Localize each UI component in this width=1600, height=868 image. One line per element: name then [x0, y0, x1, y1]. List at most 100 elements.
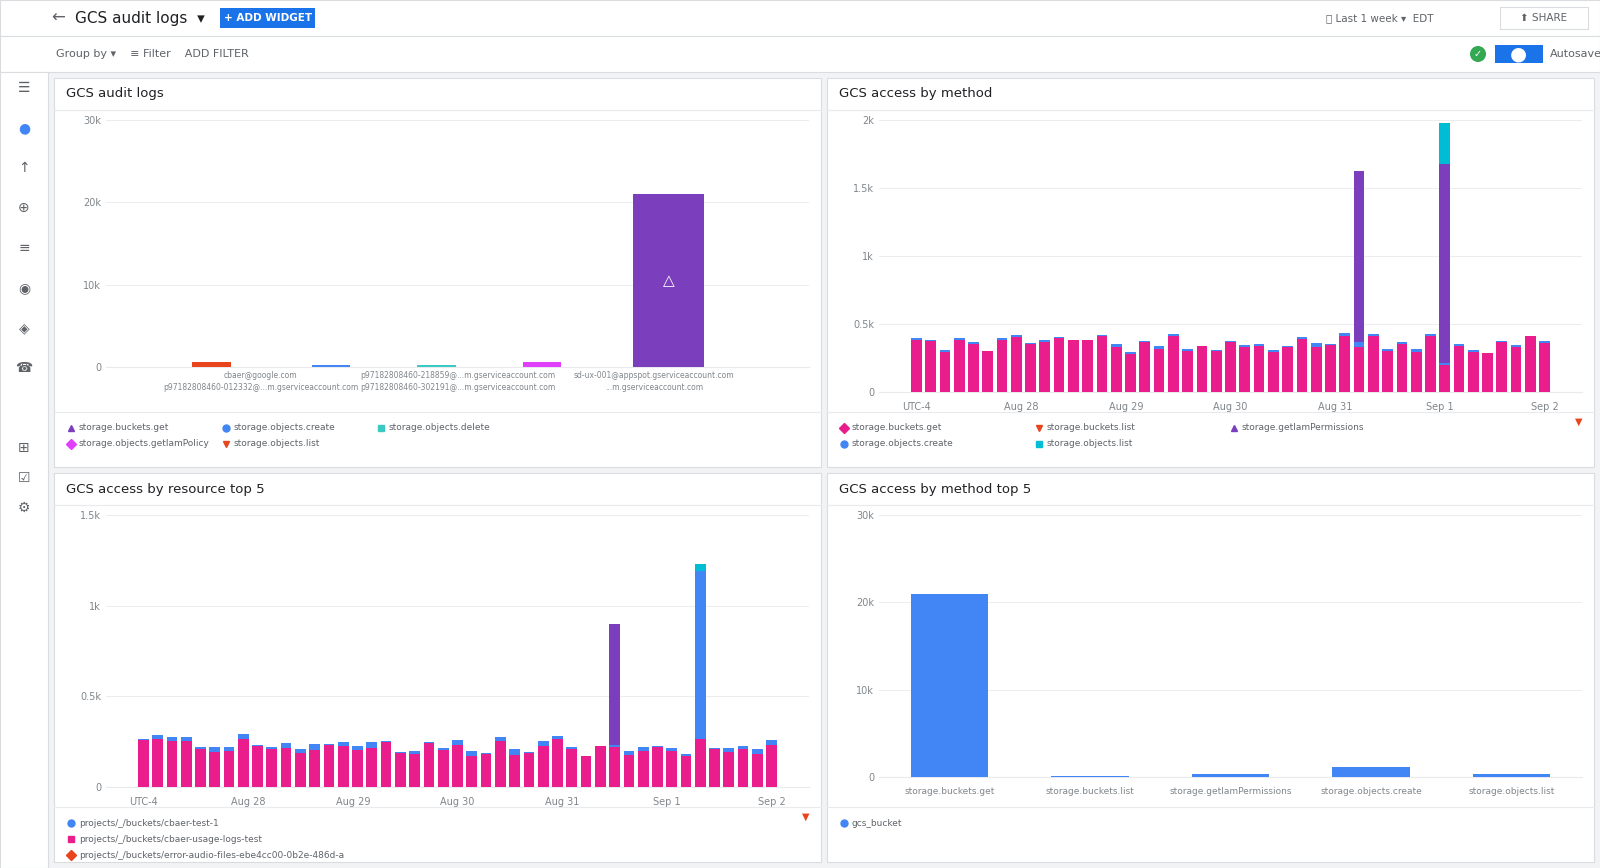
- Bar: [1440, 122, 1450, 163]
- Bar: [1496, 341, 1507, 342]
- Bar: [552, 739, 563, 787]
- Text: ▼: ▼: [1574, 417, 1582, 427]
- Text: ≡: ≡: [18, 241, 30, 255]
- Bar: [1154, 345, 1165, 349]
- Bar: [595, 746, 606, 787]
- Bar: [54, 473, 821, 862]
- Bar: [1382, 352, 1394, 392]
- Bar: [1382, 349, 1394, 352]
- Bar: [610, 747, 619, 787]
- Bar: [1339, 336, 1350, 392]
- Text: storage.objects.list: storage.objects.list: [1046, 439, 1133, 449]
- Bar: [723, 752, 734, 787]
- Bar: [566, 746, 578, 749]
- Bar: [552, 736, 563, 739]
- Text: 🕐 Last 1 week ▾  EDT: 🕐 Last 1 week ▾ EDT: [1326, 13, 1434, 23]
- Bar: [939, 352, 950, 392]
- Bar: [1040, 342, 1050, 392]
- Bar: [982, 352, 994, 392]
- Bar: [738, 749, 749, 787]
- Text: ▼: ▼: [802, 812, 810, 822]
- Text: ☎: ☎: [16, 361, 32, 375]
- Text: ⊞: ⊞: [18, 441, 30, 455]
- Bar: [352, 750, 363, 787]
- Bar: [1440, 364, 1450, 365]
- Bar: [694, 564, 706, 571]
- Text: p97182808460-218859@...m.gserviceaccount.com
p97182808460-302191@...m.gserviceac: p97182808460-218859@...m.gserviceaccount…: [360, 371, 555, 391]
- Text: GCS access by resource top 5: GCS access by resource top 5: [66, 483, 264, 496]
- Bar: [1240, 345, 1250, 347]
- Bar: [152, 739, 163, 787]
- Bar: [653, 746, 662, 747]
- Bar: [910, 594, 989, 777]
- Bar: [181, 741, 192, 787]
- Bar: [1454, 344, 1464, 345]
- Bar: [1211, 351, 1221, 392]
- Text: GCS access by method top 5: GCS access by method top 5: [838, 483, 1032, 496]
- Bar: [323, 746, 334, 787]
- Bar: [666, 751, 677, 787]
- Bar: [467, 756, 477, 787]
- Bar: [1296, 338, 1307, 339]
- Bar: [267, 749, 277, 787]
- Text: storage.buckets.list: storage.buckets.list: [1046, 424, 1136, 432]
- Bar: [1082, 340, 1093, 392]
- Bar: [1182, 352, 1194, 392]
- Bar: [1296, 339, 1307, 392]
- Bar: [766, 740, 778, 746]
- Bar: [1197, 346, 1208, 392]
- Bar: [538, 741, 549, 746]
- Bar: [312, 365, 350, 367]
- Bar: [166, 737, 178, 741]
- Bar: [195, 749, 206, 787]
- Bar: [1339, 333, 1350, 336]
- Text: cbaer@google.com
p97182808460-012332@...m.gserviceaccount.com: cbaer@google.com p97182808460-012332@...…: [163, 371, 358, 391]
- Bar: [395, 753, 406, 787]
- Bar: [709, 749, 720, 787]
- Bar: [410, 752, 421, 754]
- Bar: [494, 737, 506, 741]
- Bar: [1494, 45, 1542, 63]
- Bar: [1539, 343, 1550, 392]
- Bar: [1525, 337, 1536, 392]
- Bar: [1211, 350, 1221, 351]
- Bar: [224, 751, 234, 787]
- Bar: [1054, 337, 1064, 339]
- Bar: [1125, 354, 1136, 392]
- Bar: [538, 746, 549, 787]
- Bar: [1411, 349, 1421, 352]
- Bar: [827, 473, 1594, 862]
- Bar: [694, 571, 706, 740]
- Bar: [1026, 344, 1035, 392]
- Bar: [1168, 334, 1179, 337]
- Bar: [494, 741, 506, 787]
- Bar: [238, 739, 248, 787]
- Bar: [610, 624, 619, 746]
- Bar: [424, 743, 434, 787]
- Text: GCS audit logs  ▾: GCS audit logs ▾: [75, 10, 205, 25]
- Bar: [968, 345, 979, 392]
- Bar: [1154, 349, 1165, 392]
- Bar: [366, 747, 378, 787]
- Text: ●: ●: [1509, 44, 1526, 63]
- Bar: [338, 746, 349, 787]
- Bar: [253, 746, 262, 787]
- Bar: [1011, 338, 1022, 392]
- Bar: [0, 36, 1600, 72]
- Bar: [1168, 337, 1179, 392]
- Bar: [467, 751, 477, 756]
- Bar: [453, 740, 462, 746]
- Bar: [1354, 347, 1365, 392]
- Bar: [1282, 347, 1293, 392]
- Bar: [1354, 171, 1365, 342]
- Bar: [638, 747, 648, 751]
- Bar: [1310, 346, 1322, 392]
- Bar: [294, 749, 306, 753]
- Bar: [1325, 345, 1336, 392]
- Bar: [610, 746, 619, 747]
- Bar: [1426, 334, 1435, 336]
- Bar: [192, 362, 230, 367]
- Bar: [181, 737, 192, 741]
- Bar: [509, 755, 520, 787]
- Bar: [418, 365, 456, 367]
